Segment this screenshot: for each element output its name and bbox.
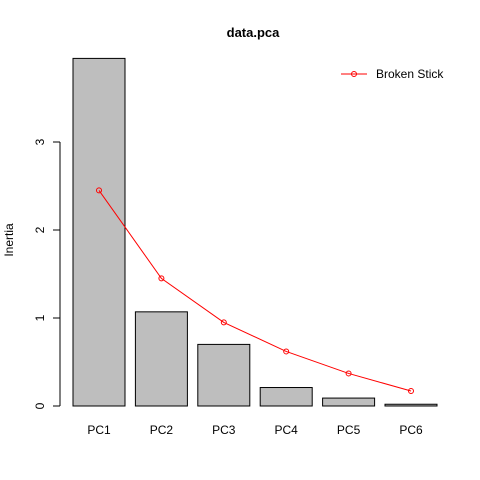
x-tick-labels: PC1 PC2 PC3 PC4 PC5 PC6	[87, 423, 423, 437]
broken-stick-point-pc2	[158, 275, 165, 282]
bar-pc5	[322, 397, 376, 407]
broken-stick-series	[96, 187, 414, 395]
y-tick-label-1: 1	[33, 314, 47, 321]
y-axis-label: Inertia	[2, 223, 16, 257]
x-tick-label-pc4: PC4	[275, 423, 299, 437]
broken-stick-point-pc4	[283, 348, 290, 355]
y-axis: 0 1 2 3	[33, 138, 61, 409]
x-tick-label-pc5: PC5	[337, 423, 361, 437]
broken-stick-line	[98, 190, 412, 392]
broken-stick-point-pc6	[408, 388, 414, 395]
broken-stick-point-pc3	[220, 319, 227, 326]
y-tick-label-0: 0	[33, 402, 47, 409]
y-tick-label-3: 3	[33, 138, 47, 145]
bar-pc4	[259, 387, 313, 407]
bar-pc1	[72, 57, 126, 407]
y-tick-label-2: 2	[33, 226, 47, 233]
chart-title: data.pca	[227, 25, 281, 40]
x-tick-label-pc6: PC6	[399, 423, 423, 437]
bar-pc6	[384, 403, 438, 407]
x-tick-label-pc1: PC1	[87, 423, 111, 437]
legend-marker	[351, 71, 357, 77]
bar-pc2	[134, 311, 188, 407]
legend-label: Broken Stick	[376, 67, 444, 81]
bar-pc3	[197, 343, 251, 407]
x-tick-label-pc2: PC2	[150, 423, 174, 437]
bars	[72, 57, 438, 407]
broken-stick-point-pc5	[345, 370, 352, 377]
legend: Broken Stick	[341, 67, 444, 81]
x-tick-label-pc3: PC3	[212, 423, 236, 437]
broken-stick-point-pc1	[96, 187, 102, 194]
